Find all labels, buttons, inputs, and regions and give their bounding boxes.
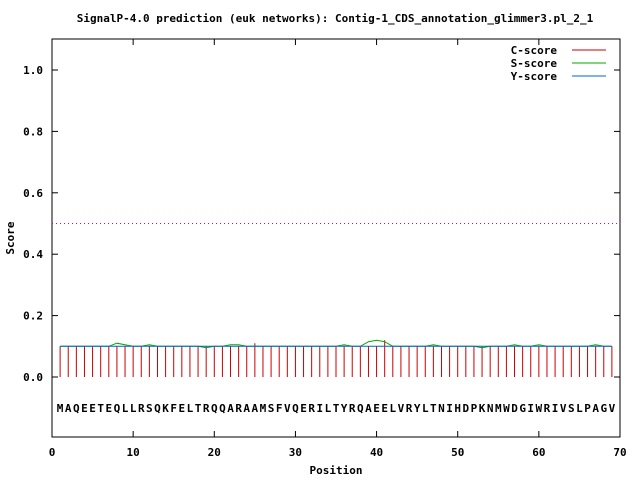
- y-tick-label: 0.6: [23, 187, 43, 200]
- sequence-residue: R: [406, 402, 413, 415]
- sequence-residue: E: [179, 402, 186, 415]
- sequence-residue: I: [446, 402, 453, 415]
- sequence-residue: R: [349, 402, 356, 415]
- x-tick-label: 60: [532, 446, 545, 459]
- sequence-residue: E: [81, 402, 88, 415]
- y-tick-label: 0.0: [23, 371, 43, 384]
- sequence-residue: T: [195, 402, 202, 415]
- sequence-residue: D: [511, 402, 518, 415]
- sequence-residue: L: [122, 402, 129, 415]
- x-tick-label: 40: [370, 446, 383, 459]
- sequence-residue: Y: [341, 402, 348, 415]
- sequence-residue: V: [284, 402, 291, 415]
- sequence-residue: Q: [73, 402, 80, 415]
- sequence-residue: M: [495, 402, 502, 415]
- sequence-residue: Q: [357, 402, 364, 415]
- sequence-residue: G: [519, 402, 526, 415]
- sequence-residue: D: [463, 402, 470, 415]
- sequence-residue: S: [146, 402, 153, 415]
- y-axis: 0.0 0.2 0.4 0.6 0.8 1.0: [23, 64, 620, 384]
- sequence-residue: G: [600, 402, 607, 415]
- chart-title: SignalP-4.0 prediction (euk networks): C…: [77, 12, 594, 25]
- sequence-residue: A: [227, 402, 234, 415]
- sequence-residue: M: [57, 402, 64, 415]
- y-tick-label: 0.2: [23, 310, 43, 323]
- x-axis: 0 10 20 30 40 50 60 70: [49, 39, 627, 459]
- y-tick-label: 1.0: [23, 64, 43, 77]
- sequence-residue: V: [609, 402, 616, 415]
- sequence-residue: R: [203, 402, 210, 415]
- sequence-residue: I: [552, 402, 559, 415]
- sequence-residue: W: [536, 402, 543, 415]
- sequence-residue: E: [300, 402, 307, 415]
- x-tick-label: 30: [289, 446, 302, 459]
- sequence-residue: E: [381, 402, 388, 415]
- sequence-residue: F: [170, 402, 177, 415]
- sequence-residue: Q: [219, 402, 226, 415]
- sequence-residue: H: [454, 402, 461, 415]
- sequence-residue: E: [89, 402, 96, 415]
- sequence-residue: L: [325, 402, 332, 415]
- sequence-residue: R: [138, 402, 145, 415]
- y-tick-label: 0.8: [23, 125, 43, 138]
- sequence-residue: T: [430, 402, 437, 415]
- sequence-residue: L: [422, 402, 429, 415]
- sequence-residue: R: [544, 402, 551, 415]
- y-tick-label: 0.4: [23, 248, 43, 261]
- sequence-residue: T: [333, 402, 340, 415]
- sequence-residue: E: [373, 402, 380, 415]
- sequence-residue: Y: [414, 402, 421, 415]
- plot-frame: [51, 38, 621, 438]
- sequence-residue: V: [560, 402, 567, 415]
- legend-label: Y-score: [511, 70, 558, 83]
- legend-label: C-score: [511, 44, 558, 57]
- sequence-residue: P: [584, 402, 591, 415]
- x-tick-label: 10: [127, 446, 140, 459]
- x-tick-label: 50: [451, 446, 464, 459]
- x-tick-label: 0: [49, 446, 56, 459]
- x-tick-label: 20: [208, 446, 221, 459]
- sequence-residue: K: [162, 402, 169, 415]
- x-axis-label: Position: [310, 464, 363, 477]
- sequence-residue: Q: [114, 402, 121, 415]
- sequence-residue: R: [308, 402, 315, 415]
- c-score-series: [59, 340, 613, 377]
- sequence-residue: E: [105, 402, 112, 415]
- sequence-residue: I: [316, 402, 323, 415]
- sequence-residue: L: [576, 402, 583, 415]
- sequence-residue: Q: [292, 402, 299, 415]
- sequence-residue: A: [365, 402, 372, 415]
- sequence-residue: Q: [154, 402, 161, 415]
- sequence-residue: A: [243, 402, 250, 415]
- sequence-residue: F: [276, 402, 283, 415]
- y-axis-label: Score: [4, 221, 17, 254]
- sequence-residue: M: [260, 402, 267, 415]
- sequence-residue: A: [65, 402, 72, 415]
- sequence-residue: A: [592, 402, 599, 415]
- sequence-residue: L: [389, 402, 396, 415]
- sequence-residue: N: [438, 402, 445, 415]
- sequence-residue: S: [268, 402, 275, 415]
- sequence-residue: Q: [211, 402, 218, 415]
- sequence-residue: L: [130, 402, 137, 415]
- sequence-residue: V: [398, 402, 405, 415]
- sequence-residue: L: [187, 402, 194, 415]
- sequence-residue: A: [252, 402, 259, 415]
- legend-label: S-score: [511, 57, 558, 70]
- sequence-residue: P: [471, 402, 478, 415]
- sequence-residue: R: [235, 402, 242, 415]
- sequence-residue: T: [97, 402, 104, 415]
- sequence-residue: K: [479, 402, 486, 415]
- sequence-residue: I: [527, 402, 534, 415]
- sequence-residue: S: [568, 402, 575, 415]
- sequence-residue: N: [487, 402, 494, 415]
- x-tick-label: 70: [613, 446, 626, 459]
- sequence-residue: W: [503, 402, 510, 415]
